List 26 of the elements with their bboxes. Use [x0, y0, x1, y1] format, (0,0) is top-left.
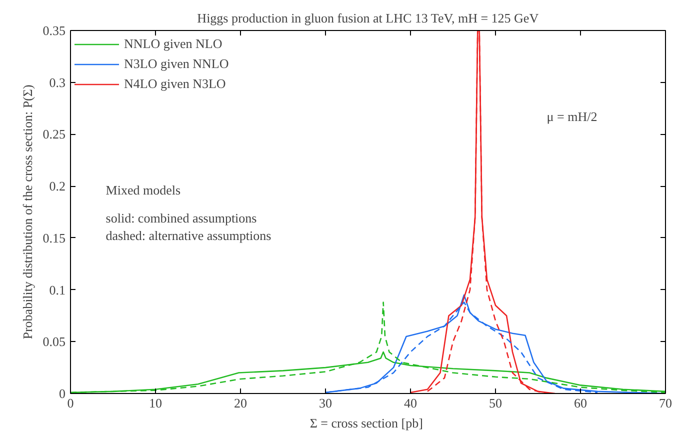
- y-tick-label: 0.05: [42, 334, 66, 350]
- annotation: dashed: alternative assumptions: [106, 228, 272, 243]
- annotation: solid: combined assumptions: [106, 210, 257, 226]
- x-tick-label: 70: [659, 396, 672, 410]
- y-tick-label: 0.35: [42, 23, 66, 38]
- x-tick-label: 30: [319, 396, 332, 410]
- x-tick-label: 50: [489, 396, 502, 410]
- line-series: [410, 30, 556, 394]
- y-tick-label: 0.3: [49, 74, 66, 90]
- y-tick-label: 0.15: [42, 230, 66, 246]
- annotation: Mixed models: [106, 182, 181, 198]
- y-tick-label: 0: [59, 386, 66, 401]
- legend-label: N3LO given NNLO: [124, 56, 229, 72]
- y-axis-title: Probability distribution of the cross section: P(Σ): [20, 84, 35, 340]
- annotation: μ = mH/2: [546, 109, 598, 124]
- x-tick-label: 20: [234, 396, 247, 410]
- x-tick-label: 60: [574, 396, 587, 410]
- legend-label: NNLO given NLO: [124, 36, 222, 52]
- x-axis-title: Σ = cross section [pb]: [310, 416, 423, 430]
- y-tick-label: 0.25: [42, 126, 66, 142]
- y-tick-label: 0.2: [49, 178, 66, 194]
- x-tick-label: 10: [149, 396, 162, 410]
- x-tick-label: 40: [404, 396, 417, 410]
- legend-label: N4LO given N3LO: [124, 76, 226, 92]
- y-tick-label: 0.1: [49, 282, 66, 298]
- chart-title: Higgs production in gluon fusion at LHC 13 TeV, mH = 125 GeV: [197, 10, 540, 26]
